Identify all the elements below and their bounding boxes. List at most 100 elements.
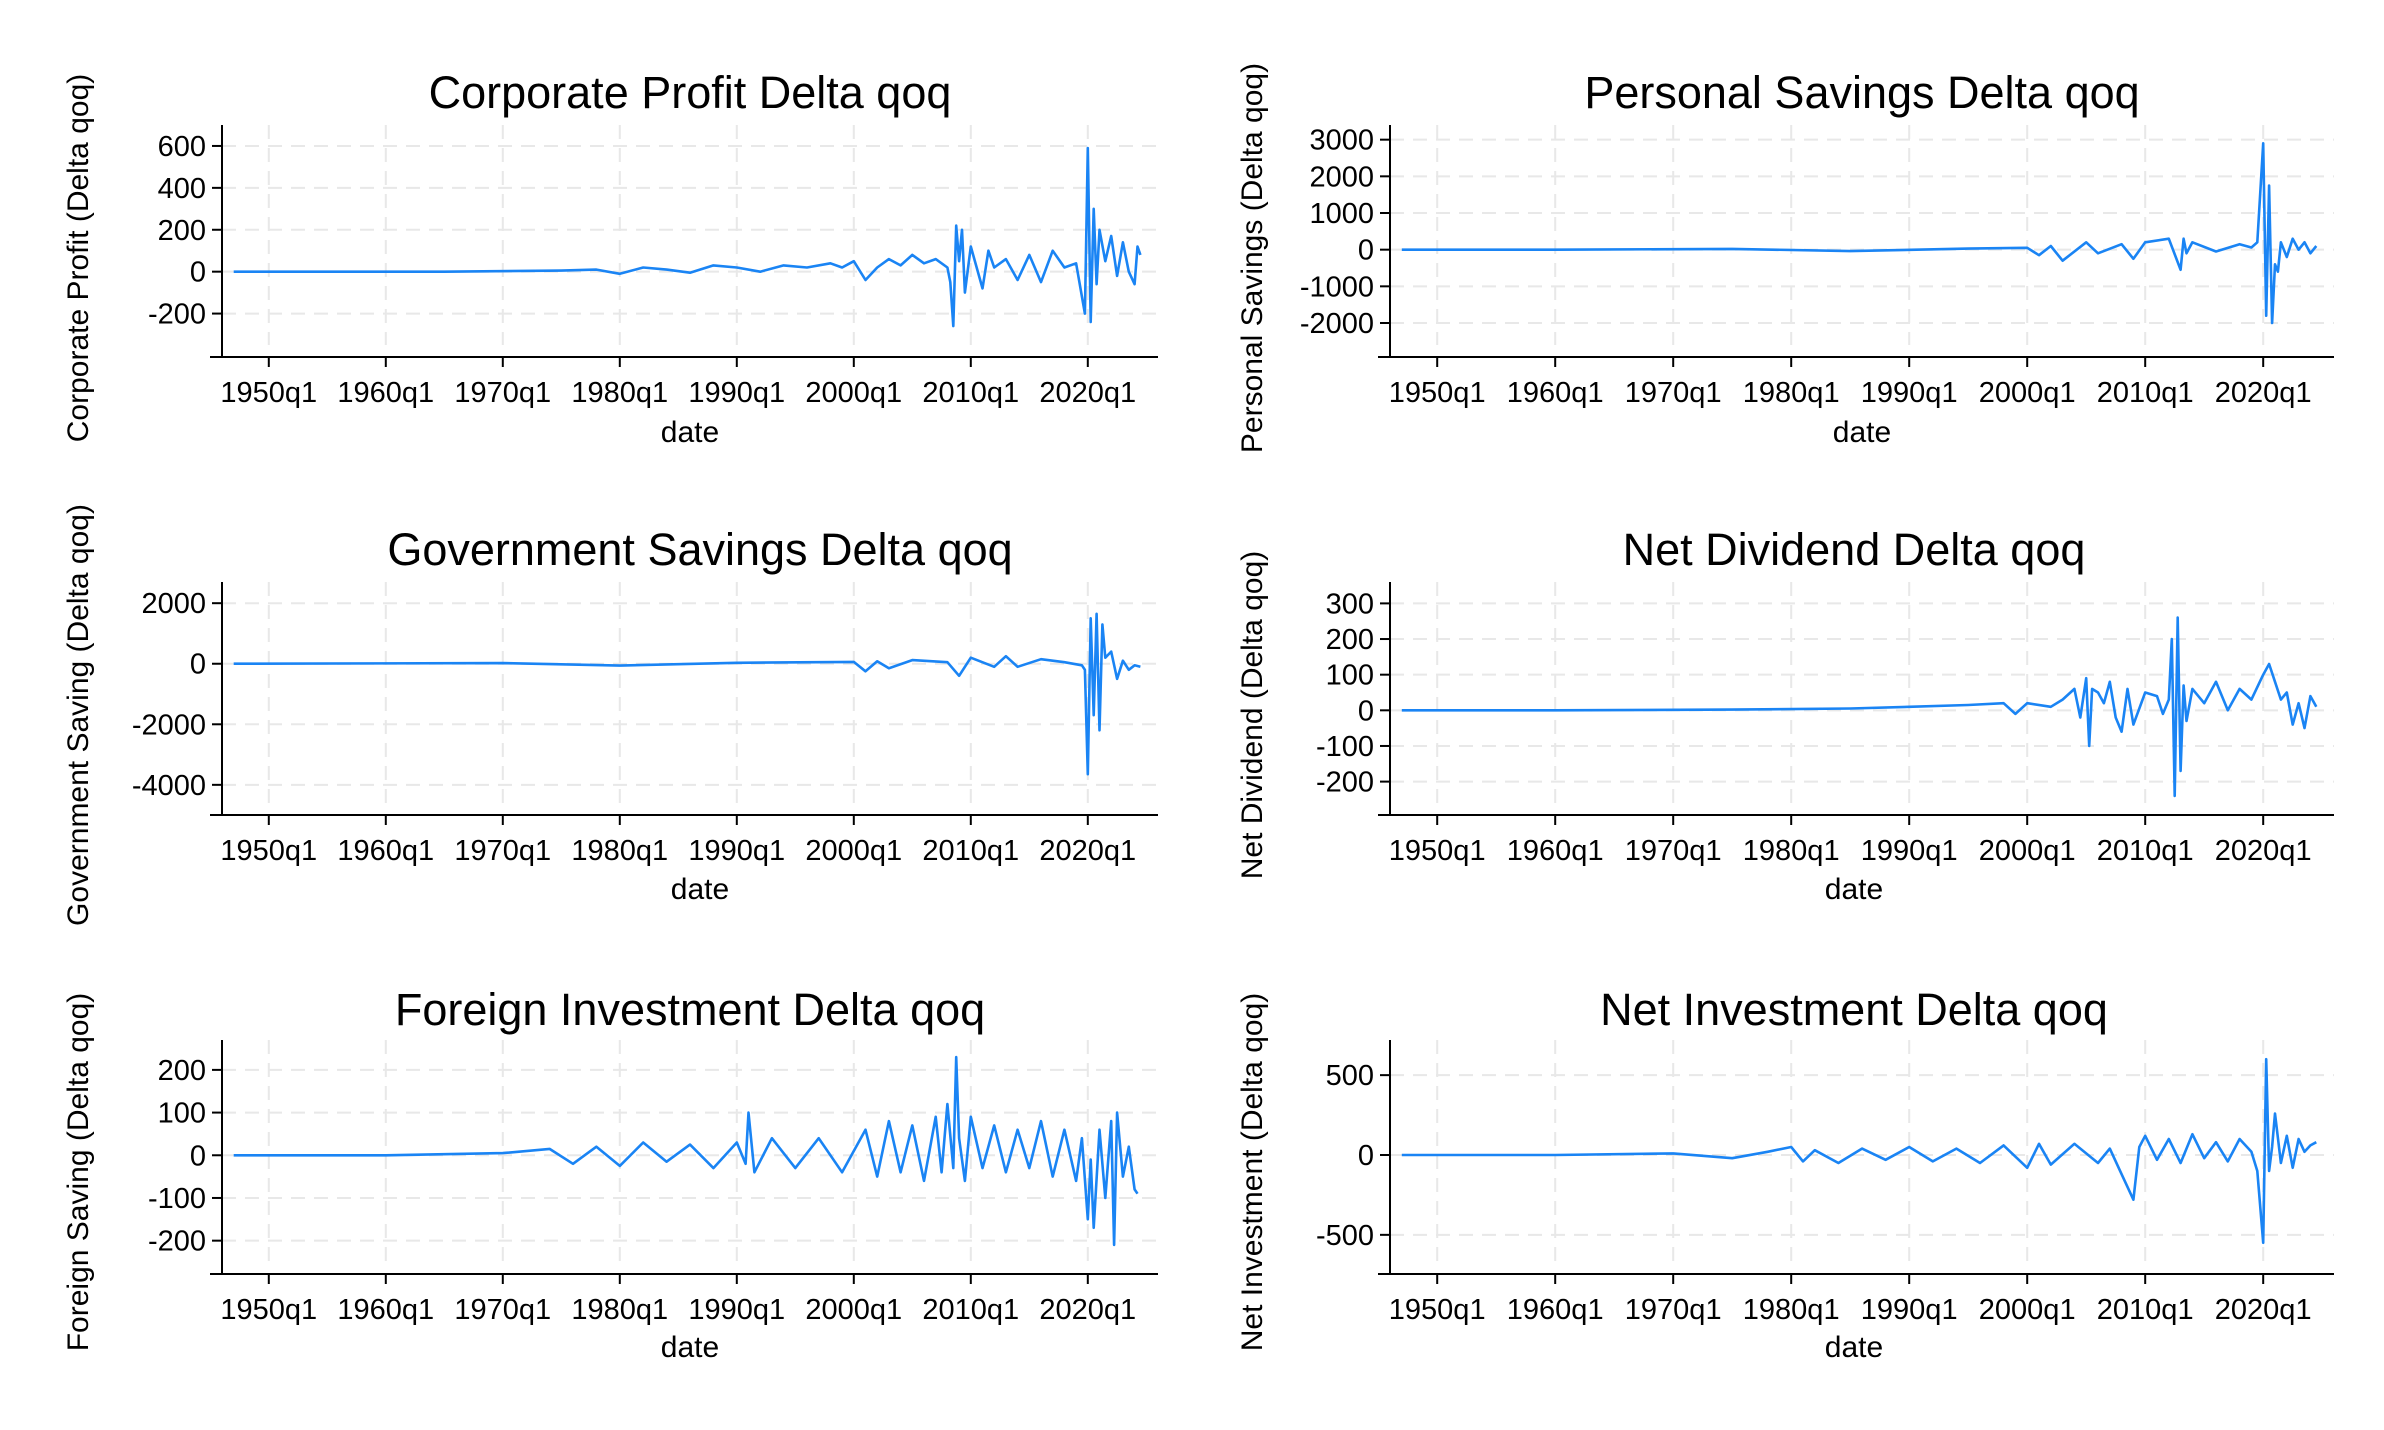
y-tick-label: 100 [158,1098,206,1130]
y-axis-label: Corporate Profit (Delta qoq) [62,74,95,443]
y-tick-label: -100 [1316,731,1374,763]
y-tick-label: 0 [190,257,206,289]
x-axis-label: date [661,1331,719,1364]
x-tick-label: 1990q1 [688,377,785,409]
x-tick-label: 1960q1 [1507,377,1604,409]
x-tick-label: 2010q1 [2097,1294,2194,1326]
y-tick-label: 2000 [141,588,206,620]
x-tick-label: 1960q1 [337,835,434,867]
x-tick-label: 2010q1 [2097,835,2194,867]
series-line [233,1055,1139,1247]
x-tick-label: 1950q1 [220,377,317,409]
chart-panel-government-savings-delta-qoq: -4000 -2000 0 2000 1950q1 1960q1 1970q1 1980q1 1… [62,504,1158,926]
y-tick-label: 3000 [1309,125,1374,157]
y-tick-label: 200 [1326,624,1374,656]
x-tick-label: 2000q1 [805,377,902,409]
x-tick-label: 2000q1 [1979,377,2076,409]
x-tick-label: 2020q1 [1039,377,1136,409]
x-tick-label: 1980q1 [571,835,668,867]
y-tick-label: 0 [1358,1140,1374,1172]
y-tick-label: 200 [158,1055,206,1087]
chart-panel-foreign-investment-delta-qoq: -200 -100 0 100 200 1950q1 1960q1 1970q1 1980q1 1… [62,984,1158,1364]
series-line [233,146,1142,328]
x-tick-label: 1990q1 [1861,377,1958,409]
x-tick-label: 1950q1 [220,1294,317,1326]
x-tick-label: 1990q1 [688,835,785,867]
chart-title: Personal Savings Delta qoq [1584,67,2139,118]
x-tick-label: 2020q1 [1039,835,1136,867]
x-tick-label: 2020q1 [2215,377,2312,409]
series-line [1401,616,2318,798]
x-tick-label: 1950q1 [1389,377,1486,409]
y-tick-label: 600 [158,131,206,163]
x-tick-label: 2000q1 [1979,1294,2076,1326]
y-axis-label: Government Saving (Delta qoq) [62,504,95,926]
x-tick-label: 1980q1 [1743,377,1840,409]
x-tick-label: 1980q1 [1743,835,1840,867]
chart-title: Foreign Investment Delta qoq [395,984,985,1035]
x-tick-label: 1970q1 [1625,377,1722,409]
y-tick-label: 500 [1326,1060,1374,1092]
x-tick-label: 1990q1 [688,1294,785,1326]
y-tick-label: -500 [1316,1220,1374,1252]
y-tick-label: 2000 [1309,161,1374,193]
x-tick-label: 2020q1 [2215,1294,2312,1326]
x-tick-label: 1960q1 [337,1294,434,1326]
chart-panel-personal-savings-delta-qoq: -2000 -1000 0 1000 2000 3000 1950q1 1960q1 1970q… [1236,63,2334,453]
x-tick-label: 2000q1 [805,835,902,867]
x-tick-label: 1980q1 [571,377,668,409]
series-line [233,612,1141,776]
y-axis-label: Net Dividend (Delta qoq) [1236,551,1269,880]
series-line [1401,142,2318,325]
x-tick-label: 1980q1 [1743,1294,1840,1326]
x-tick-label: 2010q1 [922,1294,1019,1326]
chart-title: Net Dividend Delta qoq [1623,524,2086,575]
x-tick-label: 1970q1 [454,1294,551,1326]
chart-panel-corporate-profit-delta-qoq: -200 0 200 400 600 1950q1 1960q1 1970q1 1980q1 19… [62,67,1158,449]
x-tick-label: 1950q1 [1389,835,1486,867]
y-tick-label: -1000 [1300,271,1374,303]
x-tick-label: 1960q1 [337,377,434,409]
y-tick-label: -2000 [132,709,206,741]
x-tick-label: 1970q1 [1625,1294,1722,1326]
y-tick-label: -4000 [132,770,206,802]
y-tick-label: -200 [1316,767,1374,799]
x-axis-label: date [671,873,729,906]
x-tick-label: 2000q1 [1979,835,2076,867]
y-tick-label: -100 [148,1183,206,1215]
x-axis-label: date [1825,1331,1883,1364]
x-tick-label: 1960q1 [1507,1294,1604,1326]
x-axis-label: date [1825,873,1883,906]
y-axis-label: Foreign Saving (Delta qoq) [62,993,95,1352]
x-tick-label: 1970q1 [454,835,551,867]
y-tick-label: -2000 [1300,308,1374,340]
x-tick-label: 1980q1 [571,1294,668,1326]
y-axis-label: Personal Savings (Delta qoq) [1236,63,1269,453]
chart-panel-net-investment-delta-qoq: -500 0 500 1950q1 1960q1 1970q1 1980q1 1990q1 20… [1236,984,2334,1364]
y-axis-label: Net Investment (Delta qoq) [1236,993,1269,1352]
x-tick-label: 2020q1 [1039,1294,1136,1326]
x-tick-label: 1960q1 [1507,835,1604,867]
y-tick-label: -200 [148,1226,206,1258]
y-tick-label: 300 [1326,588,1374,620]
x-tick-label: 1990q1 [1861,1294,1958,1326]
x-tick-label: 2010q1 [922,377,1019,409]
x-tick-label: 2010q1 [922,835,1019,867]
x-tick-label: 1950q1 [220,835,317,867]
x-tick-label: 2020q1 [2215,835,2312,867]
chart-title: Corporate Profit Delta qoq [429,67,952,118]
y-tick-label: 0 [1358,235,1374,267]
y-tick-label: 0 [190,649,206,681]
x-axis-label: date [1833,416,1891,449]
y-tick-label: 0 [1358,695,1374,727]
x-tick-label: 1990q1 [1861,835,1958,867]
y-tick-label: 400 [158,173,206,205]
series-line [1401,1057,2317,1245]
x-tick-label: 1950q1 [1389,1294,1486,1326]
x-tick-label: 2010q1 [2097,377,2194,409]
y-tick-label: -200 [148,299,206,331]
y-tick-label: 0 [190,1140,206,1172]
x-tick-label: 1970q1 [454,377,551,409]
